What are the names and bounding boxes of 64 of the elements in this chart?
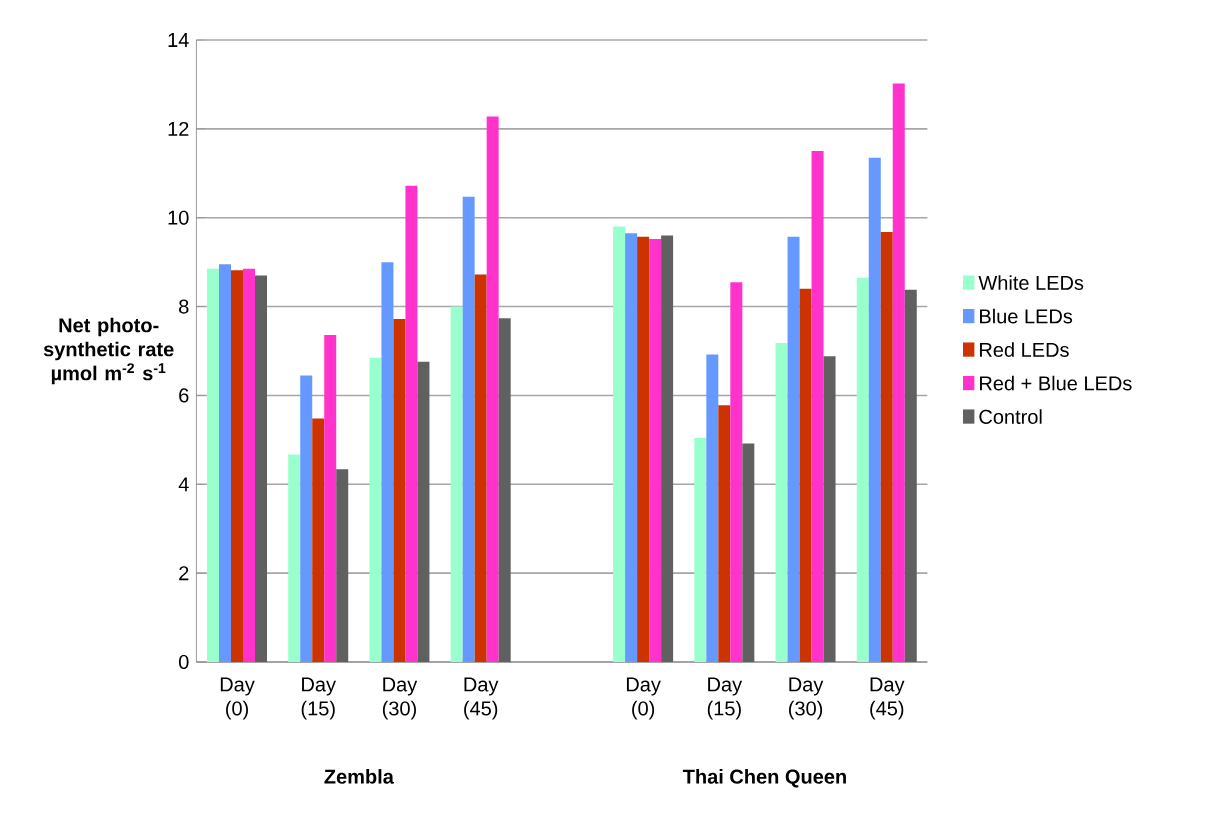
y-tick-label: 12 (168, 121, 189, 136)
legend-label: Red LEDs (980, 342, 1069, 357)
bar (730, 282, 743, 662)
text: Thai Chen Queen (682, 769, 846, 788)
bar (661, 235, 674, 662)
y-tick-label: 8 (179, 299, 189, 314)
bar (255, 275, 268, 662)
bar (880, 231, 893, 662)
bar (649, 239, 662, 662)
bar (405, 185, 418, 662)
y-tick-label: 0 (178, 654, 189, 670)
bar (300, 375, 313, 662)
bar (637, 236, 650, 662)
bar (904, 289, 917, 662)
bar (417, 361, 430, 662)
y-tick-label: 4 (178, 477, 189, 492)
bar (381, 262, 394, 662)
bar (312, 418, 325, 662)
legend-label: Red + Blue LEDs (980, 375, 1132, 391)
bar (823, 356, 836, 662)
bar (288, 454, 301, 662)
x-tick-label: Day (15) (707, 677, 743, 720)
bar (474, 274, 487, 662)
bar (486, 116, 499, 662)
bar (498, 318, 511, 662)
bar (625, 233, 638, 662)
legend-label: Control (979, 409, 1042, 424)
x-tick-label: Day (45) (870, 677, 905, 720)
bar (207, 268, 219, 662)
x-tick-label: Day (30) (789, 677, 824, 720)
bar (243, 268, 255, 662)
y-tick-label: 6 (179, 388, 189, 403)
y-axis-title: Net photo-synthetic rate µmol m$^{-2}$ s$^{-1}$ (43, 317, 174, 385)
x-tick-label: Day (0) (220, 677, 255, 720)
y-tick-label: 10 (168, 210, 189, 225)
bar (231, 270, 244, 662)
legend-label: White LEDs (978, 275, 1084, 290)
text: Zembla (324, 769, 394, 784)
bar (450, 306, 463, 662)
bar (799, 288, 812, 662)
y-tick-label: 14 (168, 33, 189, 47)
x-tick-label: Day (0) (626, 677, 661, 720)
x-tick-label: Day (30) (382, 677, 418, 720)
bar (369, 357, 382, 662)
bar (393, 319, 406, 662)
bar (336, 469, 349, 662)
bar (787, 236, 800, 662)
bar (613, 226, 626, 662)
y-tick-label: 2 (179, 566, 189, 581)
bar (718, 405, 731, 662)
bar (742, 443, 755, 662)
bar (775, 343, 788, 662)
bar (219, 264, 232, 662)
x-tick-label: Day (45) (464, 677, 499, 720)
bar (462, 196, 475, 662)
legend-label: Blue LEDs (980, 308, 1073, 324)
bar (324, 335, 337, 662)
bar (892, 83, 905, 662)
bar (706, 354, 719, 662)
bar (868, 157, 881, 662)
bar (694, 437, 707, 662)
bar (811, 151, 824, 662)
bar (856, 277, 869, 662)
x-tick-label: Day (15) (301, 677, 336, 720)
